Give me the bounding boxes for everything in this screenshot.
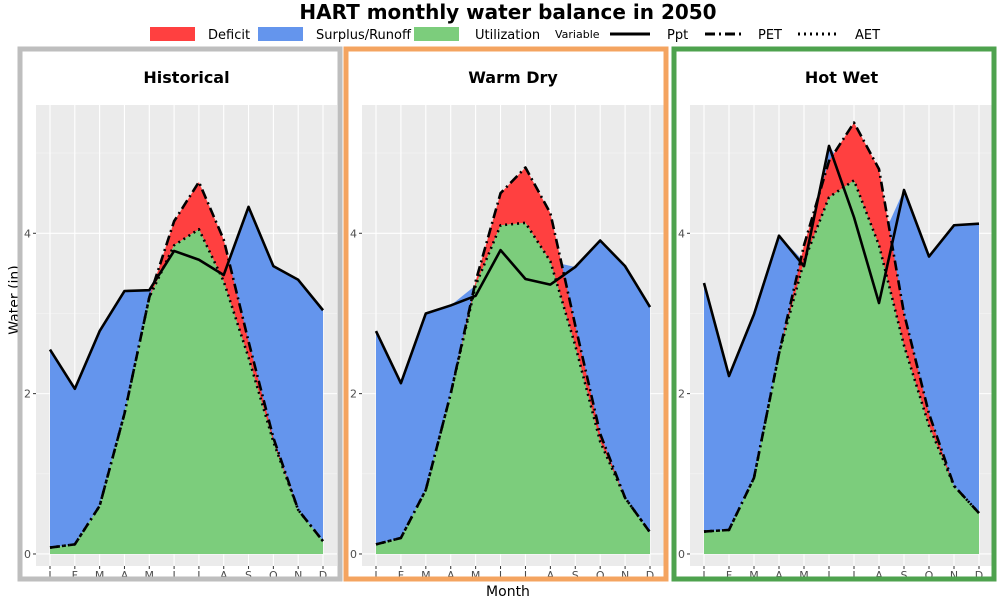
legend-label-surplus-runoff: Surplus/Runoff xyxy=(316,28,412,43)
x-tick-label: D xyxy=(646,569,654,582)
x-tick-label: M xyxy=(95,569,105,582)
x-tick-label: M xyxy=(749,569,759,582)
x-tick-label: F xyxy=(72,569,78,582)
x-tick-label: J xyxy=(851,569,855,582)
x-tick-label: A xyxy=(875,569,883,582)
x-tick-label: A xyxy=(447,569,455,582)
panel-title: Warm Dry xyxy=(468,68,558,87)
x-tick-label: A xyxy=(547,569,555,582)
x-axis-title: Month xyxy=(486,584,530,600)
area-utilization xyxy=(50,229,323,554)
legend-label-deficit: Deficit xyxy=(208,28,250,43)
area-surplus-runoff xyxy=(376,222,650,545)
legend-line-title: Variable xyxy=(555,28,600,41)
x-tick-label: J xyxy=(498,569,502,582)
x-tick-label: F xyxy=(726,569,732,582)
x-tick-label: N xyxy=(621,569,629,582)
y-tick-label: 2 xyxy=(350,388,357,401)
y-tick-label: 4 xyxy=(678,227,685,240)
x-tick-label: S xyxy=(901,569,908,582)
panel-title: Hot Wet xyxy=(805,68,879,87)
panel-border xyxy=(343,46,669,582)
area-surplus-runoff xyxy=(704,145,979,532)
x-tick-label: M xyxy=(145,569,155,582)
y-tick-label: 2 xyxy=(678,388,685,401)
area-utilization xyxy=(376,222,650,554)
legend-label-aet: AET xyxy=(855,28,880,43)
line-aet xyxy=(703,179,980,533)
x-tick-label: J xyxy=(826,569,830,582)
line-aet xyxy=(375,221,652,546)
x-tick-label: J xyxy=(47,569,51,582)
y-tick-label: 4 xyxy=(350,227,357,240)
line-pet xyxy=(49,180,325,549)
legend-label-utilization: Utilization xyxy=(475,28,540,43)
x-tick-label: M xyxy=(799,569,809,582)
x-tick-label: J xyxy=(701,569,705,582)
x-tick-label: J xyxy=(523,569,527,582)
x-tick-label: O xyxy=(925,569,934,582)
y-tick-label: 0 xyxy=(678,548,685,561)
y-tick-label: 2 xyxy=(24,388,31,401)
y-tick-label: 0 xyxy=(350,548,357,561)
area-utilization xyxy=(704,180,979,554)
x-tick-label: O xyxy=(596,569,605,582)
line-ppt xyxy=(48,205,325,391)
x-tick-label: A xyxy=(220,569,228,582)
y-tick-label: 0 xyxy=(24,548,31,561)
x-tick-label: N xyxy=(294,569,302,582)
chart-title: HART monthly water balance in 2050 xyxy=(299,0,716,24)
x-tick-label: A xyxy=(121,569,129,582)
x-tick-label: N xyxy=(950,569,958,582)
x-tick-label: S xyxy=(572,569,579,582)
line-ppt xyxy=(374,239,652,385)
x-tick-label: F xyxy=(398,569,404,582)
x-tick-label: J xyxy=(196,569,200,582)
x-tick-label: A xyxy=(775,569,783,582)
x-tick-label: M xyxy=(471,569,481,582)
legend-label-pet: PET xyxy=(758,28,782,43)
panel-historical: 0 2 4 J F M A M J J A S O N D Historical xyxy=(17,46,343,582)
y-tick-label: 4 xyxy=(24,227,31,240)
panel-hot-wet: 0 2 4 J F M A M J J A S O N D Hot Wet xyxy=(671,46,997,582)
legend: Deficit Surplus/Runoff Utilization Variable… xyxy=(150,27,880,43)
panel-warm-dry: 0 2 4 J F M A M J J A S O N D Warm Dry xyxy=(343,46,669,582)
area-surplus-runoff xyxy=(50,206,323,548)
x-tick-label: O xyxy=(269,569,278,582)
x-tick-label: J xyxy=(373,569,377,582)
panel-border xyxy=(17,46,343,582)
panel-border xyxy=(671,46,997,582)
x-tick-label: M xyxy=(421,569,431,582)
line-pet xyxy=(375,166,652,546)
legend-label-ppt: Ppt xyxy=(667,28,688,43)
x-tick-label: D xyxy=(975,569,983,582)
panels: 0 2 4 J F M A M J J A S O N D Historical 0 2 4 J F M A M J J A S O N D… xyxy=(17,46,997,582)
legend-key-surplus-runoff xyxy=(258,27,303,41)
legend-key-deficit xyxy=(150,27,195,41)
panel-title: Historical xyxy=(143,68,229,87)
x-tick-label: S xyxy=(245,569,252,582)
line-pet xyxy=(703,121,980,533)
line-ppt xyxy=(702,144,980,378)
x-tick-label: D xyxy=(319,569,327,582)
legend-key-utilization xyxy=(414,27,459,41)
x-tick-label: J xyxy=(171,569,175,582)
